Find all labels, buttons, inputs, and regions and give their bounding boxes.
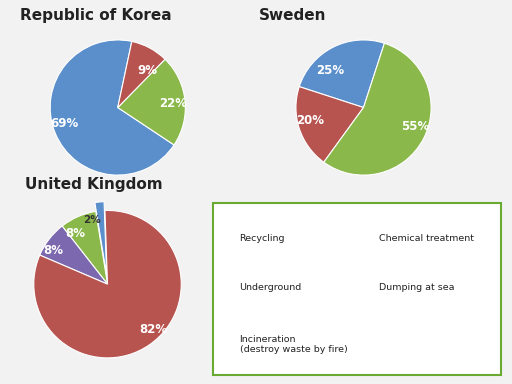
Wedge shape xyxy=(34,210,181,358)
Text: 8%: 8% xyxy=(44,244,63,257)
Text: Underground: Underground xyxy=(240,283,302,293)
Text: United Kingdom: United Kingdom xyxy=(25,177,162,192)
Text: 20%: 20% xyxy=(295,114,324,127)
Text: Sweden: Sweden xyxy=(259,8,326,23)
Text: Chemical treatment: Chemical treatment xyxy=(379,234,474,243)
Wedge shape xyxy=(50,40,174,175)
Text: 8%: 8% xyxy=(66,227,86,240)
Wedge shape xyxy=(40,226,108,284)
Wedge shape xyxy=(95,202,106,275)
Text: 2%: 2% xyxy=(83,215,101,225)
Text: 25%: 25% xyxy=(316,64,345,77)
Text: 55%: 55% xyxy=(401,120,429,133)
Text: 9%: 9% xyxy=(138,64,158,77)
Wedge shape xyxy=(62,211,108,284)
Text: 69%: 69% xyxy=(51,117,79,130)
Wedge shape xyxy=(118,59,185,145)
Text: 82%: 82% xyxy=(139,323,167,336)
Wedge shape xyxy=(118,41,165,108)
Text: Recycling: Recycling xyxy=(240,234,285,243)
Text: Incineration
(destroy waste by fire): Incineration (destroy waste by fire) xyxy=(240,335,347,354)
Text: 22%: 22% xyxy=(159,97,187,110)
FancyBboxPatch shape xyxy=(213,203,501,374)
Wedge shape xyxy=(324,43,431,175)
Text: Republic of Korea: Republic of Korea xyxy=(20,8,172,23)
Wedge shape xyxy=(296,87,364,162)
Wedge shape xyxy=(299,40,385,108)
Text: Dumping at sea: Dumping at sea xyxy=(379,283,455,293)
